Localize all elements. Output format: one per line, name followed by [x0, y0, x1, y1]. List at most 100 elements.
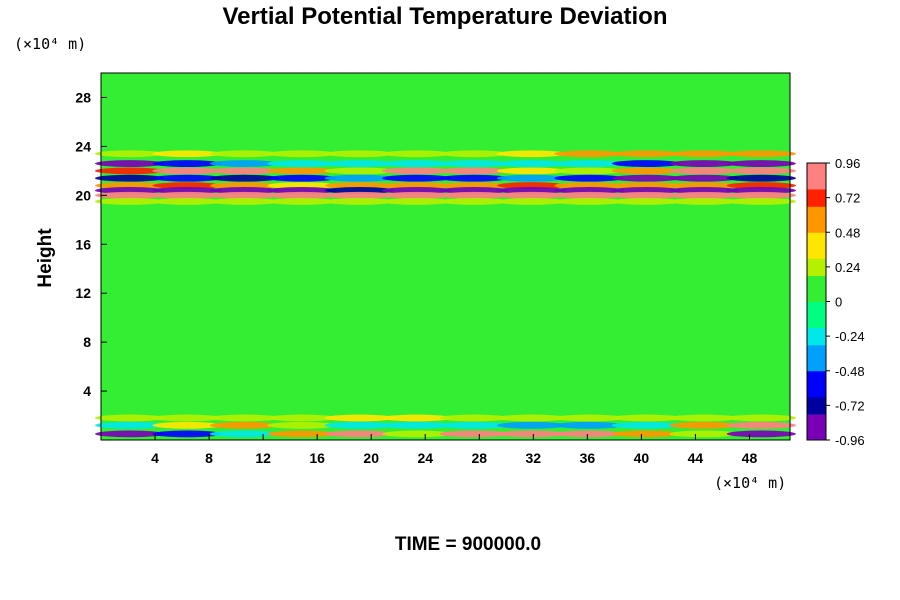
band-0-cell-8	[554, 150, 624, 158]
band-8-cell-2	[209, 414, 280, 422]
band-3-cell-3	[267, 174, 337, 182]
band-0-cell-5	[382, 150, 452, 158]
band-10-cell-2	[209, 430, 280, 438]
band-2-cell-6	[439, 167, 509, 175]
band-10-cell-8	[554, 430, 624, 438]
band-8-cell-0	[95, 414, 165, 422]
colorbar-swatch	[807, 266, 826, 277]
x-tick-label: 8	[205, 450, 213, 466]
chart-title: Vertial Potential Temperature Deviation	[222, 3, 667, 30]
band-6-cell-0	[95, 191, 165, 199]
band-3-cell-4	[324, 174, 395, 182]
band-2-cell-0	[95, 167, 165, 175]
colorbar-tick-label: -0.48	[835, 364, 865, 379]
x-tick-label: 28	[471, 450, 487, 466]
band-4-cell-5	[382, 182, 452, 189]
colorbar-tick-label: -0.96	[835, 433, 865, 448]
band-2-cell-8	[554, 167, 624, 175]
band-8-cell-8	[554, 414, 624, 422]
colorbar-tick-label: 0.48	[835, 225, 860, 240]
band-3-cell-1	[152, 174, 222, 182]
band-0-cell-0	[95, 150, 165, 158]
band-8-cell-10	[669, 414, 739, 422]
x-tick-label: 44	[688, 450, 704, 466]
band-5-cell-6	[439, 187, 509, 194]
band-1-cell-5	[382, 160, 452, 167]
time-label: TIME = 900000.0	[395, 534, 541, 555]
colorbar-swatch	[807, 422, 826, 432]
band-4-cell-2	[209, 182, 280, 189]
band-2-cell-2	[209, 167, 280, 175]
band-4-cell-9	[611, 182, 682, 189]
band-1-cell-0	[95, 160, 165, 167]
band-1-cell-7	[496, 160, 567, 167]
band-7-cell-5	[382, 198, 452, 205]
colorbar-tick-label: 0.72	[835, 191, 860, 206]
colorbar-swatch	[807, 362, 826, 372]
colorbar-swatch	[807, 388, 826, 398]
plot-background	[101, 73, 790, 440]
band-7-cell-2	[209, 198, 280, 205]
band-0-cell-6	[439, 150, 509, 158]
band-2-cell-5	[382, 167, 452, 175]
band-8-cell-1	[152, 414, 222, 422]
band-7-cell-1	[152, 198, 222, 205]
band-7-cell-10	[669, 198, 739, 205]
x-axis-unit: (×10⁴ m)	[714, 474, 786, 492]
band-4-cell-4	[324, 182, 395, 189]
colorbar-tick-label: 0	[835, 295, 842, 310]
band-9-cell-6	[439, 421, 509, 429]
band-3-cell-0	[95, 174, 165, 182]
band-6-cell-5	[382, 191, 452, 199]
band-6-cell-2	[209, 191, 280, 199]
band-9-cell-11	[726, 421, 797, 429]
band-5-cell-8	[554, 187, 624, 194]
band-8-cell-11	[726, 414, 797, 422]
band-8-cell-7	[496, 414, 567, 422]
band-10-cell-5	[382, 430, 452, 438]
colorbar-swatch	[807, 414, 826, 424]
band-7-cell-7	[496, 198, 567, 205]
colorbar-swatch	[807, 163, 826, 173]
colorbar-swatch	[807, 284, 826, 294]
band-9-cell-9	[611, 421, 682, 429]
band-9-cell-10	[669, 421, 739, 429]
band-10-cell-6	[439, 430, 509, 438]
band-2-cell-7	[496, 167, 567, 175]
y-axis-ticks: 4 8 12 16 20 24 28	[75, 89, 107, 399]
band-9-cell-1	[152, 421, 222, 429]
colorbar-swatch	[807, 292, 826, 302]
colorbar-swatch	[807, 275, 826, 285]
band-3-cell-7	[496, 174, 567, 182]
band-8-cell-3	[267, 414, 337, 422]
colorbar-tick-label: 0.96	[835, 156, 860, 171]
band-6-cell-3	[267, 191, 337, 199]
colorbar-swatch	[807, 232, 826, 242]
colorbar-swatch	[807, 431, 826, 441]
band-4-cell-8	[554, 182, 624, 189]
y-tick-label: 16	[75, 236, 91, 252]
colorbar-swatch	[807, 336, 826, 346]
y-tick-label: 28	[75, 89, 91, 105]
band-9-cell-0	[95, 421, 165, 429]
colorbar-swatch	[807, 223, 826, 233]
colorbar-swatch	[807, 310, 826, 320]
band-2-cell-3	[267, 167, 337, 175]
band-1-cell-8	[554, 160, 624, 167]
colorbar-swatch	[807, 240, 826, 251]
band-1-cell-10	[669, 160, 739, 167]
y-tick-label: 8	[83, 334, 91, 350]
x-tick-label: 32	[526, 450, 542, 466]
band-9-cell-2	[209, 421, 280, 429]
y-axis-label: Height	[35, 228, 56, 288]
y-tick-label: 20	[75, 187, 91, 203]
band-6-cell-1	[152, 191, 222, 199]
band-3-cell-5	[382, 174, 452, 182]
band-1-cell-1	[152, 160, 222, 167]
band-0-cell-3	[267, 150, 337, 158]
colorbar-tick-label: -0.24	[835, 329, 865, 344]
colorbar-swatch	[807, 171, 826, 181]
y-tick-label: 24	[75, 138, 91, 154]
colorbar-swatch	[807, 197, 826, 207]
